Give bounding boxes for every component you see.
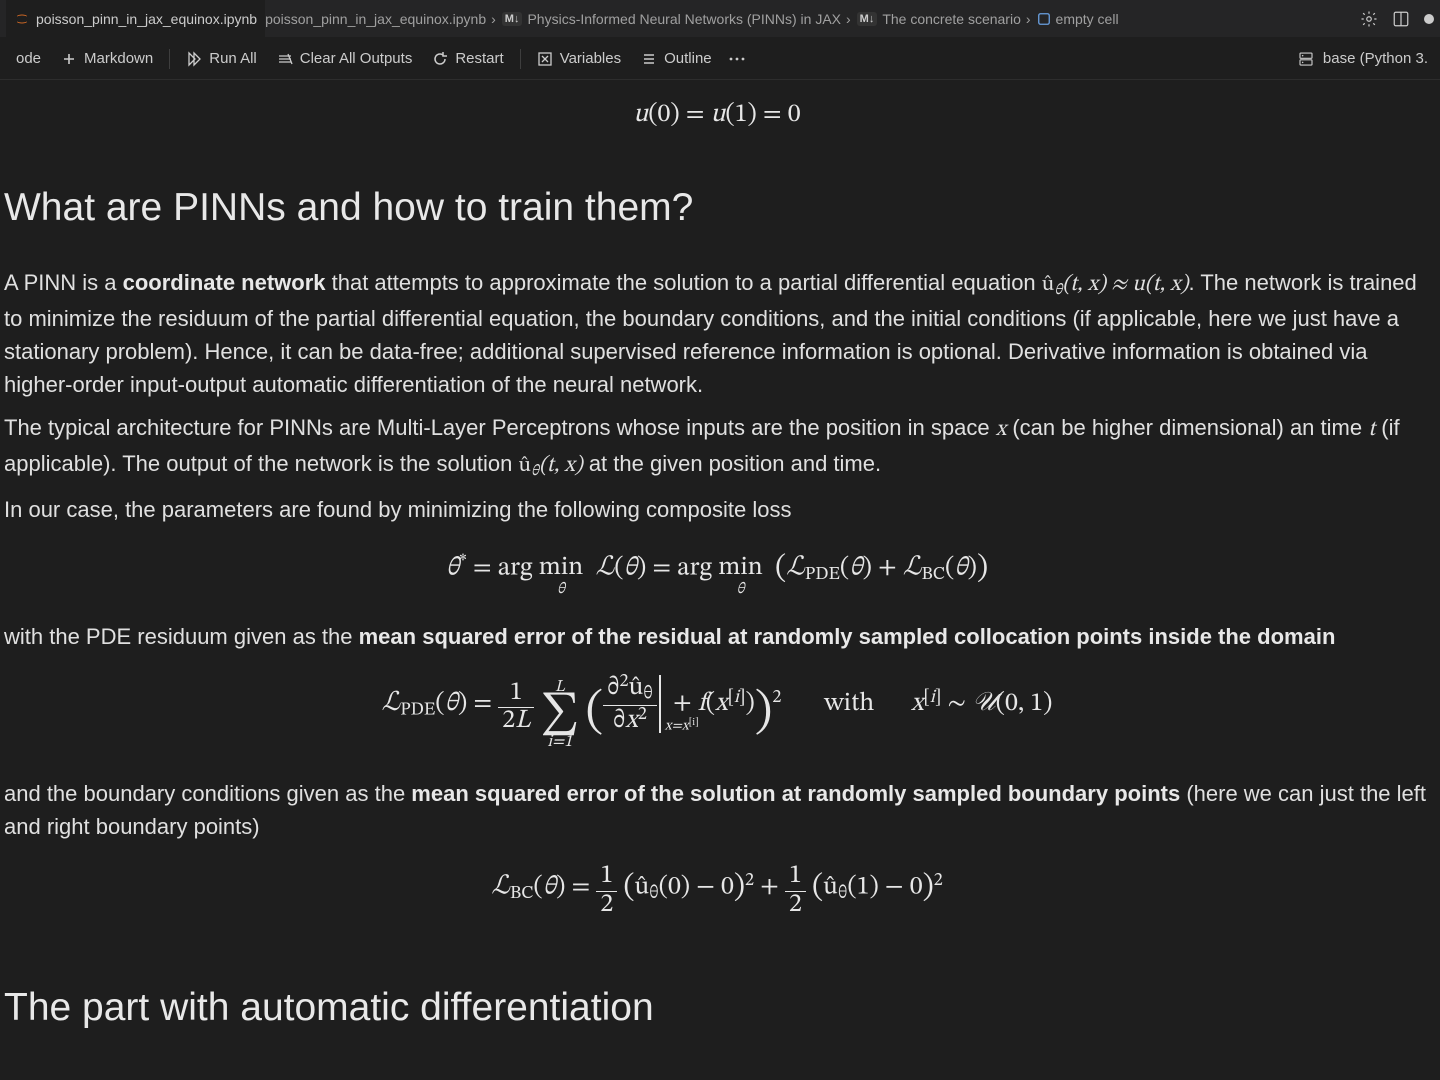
breadcrumb: poisson_pinn_in_jax_equinox.ipynb › M↓ P… — [265, 11, 1360, 27]
equation-argmin: θ* = arg minθ ℒ(θ) = arg minθ (ℒPDE(θ) +… — [4, 546, 1430, 593]
run-all-icon — [186, 51, 202, 67]
outline-button[interactable]: Outline — [631, 46, 722, 71]
text: The typical architecture for PINNs are M… — [4, 415, 996, 440]
divider — [169, 49, 170, 69]
jupyter-icon — [14, 11, 30, 27]
server-icon — [1297, 50, 1315, 68]
breadcrumb-label: poisson_pinn_in_jax_equinox.ipynb — [265, 11, 486, 27]
text: (can be higher dimensional) an time — [1006, 415, 1368, 440]
unsaved-indicator — [1424, 14, 1434, 24]
settings-icon[interactable] — [1360, 10, 1378, 28]
btn-label: ode — [16, 50, 41, 67]
editor-tab-bar: poisson_pinn_in_jax_equinox.ipynb poisso… — [0, 0, 1440, 38]
tab-title: poisson_pinn_in_jax_equinox.ipynb — [36, 11, 257, 27]
text-bold: mean squared error of the residual at ra… — [359, 624, 1336, 649]
ellipsis-icon — [728, 51, 746, 67]
editor-tab-active[interactable]: poisson_pinn_in_jax_equinox.ipynb — [6, 0, 265, 37]
breadcrumb-item[interactable]: M↓ Physics-Informed Neural Networks (PIN… — [502, 11, 851, 27]
more-button[interactable] — [722, 47, 752, 71]
breadcrumb-label: Physics-Informed Neural Networks (PINNs)… — [527, 11, 841, 27]
breadcrumb-label: The concrete scenario — [882, 11, 1021, 27]
section-heading: What are PINNs and how to train them? — [4, 179, 1430, 238]
text: and the boundary conditions given as the — [4, 781, 411, 806]
run-all-button[interactable]: Run All — [176, 46, 267, 71]
code-button[interactable]: ode — [6, 46, 51, 71]
clear-icon — [277, 51, 293, 67]
restart-icon — [432, 51, 448, 67]
kernel-label: base (Python 3. — [1323, 50, 1428, 67]
markdown-button[interactable]: Markdown — [51, 46, 163, 71]
text: that attempts to approximate the solutio… — [326, 270, 1042, 295]
btn-label: Variables — [560, 50, 621, 67]
breadcrumb-label: empty cell — [1056, 11, 1119, 27]
paragraph: and the boundary conditions given as the… — [4, 777, 1430, 843]
equation-pde-loss: ℒPDE(θ) = 12L ∑i=1L (∂2ûθ∂x2x=x[i] + f(x… — [4, 673, 1430, 749]
text: at the given position and time. — [583, 451, 881, 476]
plus-icon — [61, 51, 77, 67]
clear-outputs-button[interactable]: Clear All Outputs — [267, 46, 423, 71]
restart-button[interactable]: Restart — [422, 46, 513, 71]
btn-label: Restart — [455, 50, 503, 67]
section-heading: The part with automatic differentiation — [4, 979, 1430, 1038]
text-bold: coordinate network — [123, 270, 326, 295]
equation-bc: u(0) = u(1) = 0 — [4, 96, 1430, 135]
paragraph: In our case, the parameters are found by… — [4, 493, 1430, 526]
equation-bc-loss: ℒBC(θ) = 12 (ûθ(0) − 0)2 + 12 (ûθ(1) − 0… — [4, 863, 1430, 919]
inline-math: x — [996, 419, 1007, 441]
btn-label: Markdown — [84, 50, 153, 67]
breadcrumb-item[interactable]: M↓ The concrete scenario › — [857, 11, 1031, 27]
variables-icon — [537, 51, 553, 67]
breadcrumb-item[interactable]: poisson_pinn_in_jax_equinox.ipynb › — [265, 11, 496, 27]
paragraph: A PINN is a coordinate network that atte… — [4, 266, 1430, 401]
inline-math: ûθ(t, x) ≈ u(t, x) — [1042, 274, 1189, 296]
markdown-rendered-cell: u(0) = u(1) = 0 What are PINNs and how t… — [0, 80, 1430, 1037]
paragraph: The typical architecture for PINNs are M… — [4, 411, 1430, 483]
markdown-badge: M↓ — [502, 12, 523, 26]
inline-math: ûθ(t, x) — [518, 455, 582, 477]
btn-label: Run All — [209, 50, 257, 67]
divider — [520, 49, 521, 69]
btn-label: Outline — [664, 50, 712, 67]
outline-icon — [641, 51, 657, 67]
notebook-toolbar: ode Markdown Run All Clear All Outputs R… — [0, 38, 1440, 80]
split-editor-icon[interactable] — [1392, 10, 1410, 28]
cell-icon — [1037, 12, 1051, 26]
text: with the PDE residuum given as the — [4, 624, 359, 649]
text-bold: mean squared error of the solution at ra… — [411, 781, 1180, 806]
breadcrumb-item[interactable]: empty cell — [1037, 11, 1119, 27]
variables-button[interactable]: Variables — [527, 46, 631, 71]
paragraph: with the PDE residuum given as the mean … — [4, 620, 1430, 653]
kernel-selector[interactable]: base (Python 3. — [1297, 50, 1434, 68]
markdown-badge: M↓ — [857, 12, 878, 26]
btn-label: Clear All Outputs — [300, 50, 413, 67]
text: A PINN is a — [4, 270, 123, 295]
